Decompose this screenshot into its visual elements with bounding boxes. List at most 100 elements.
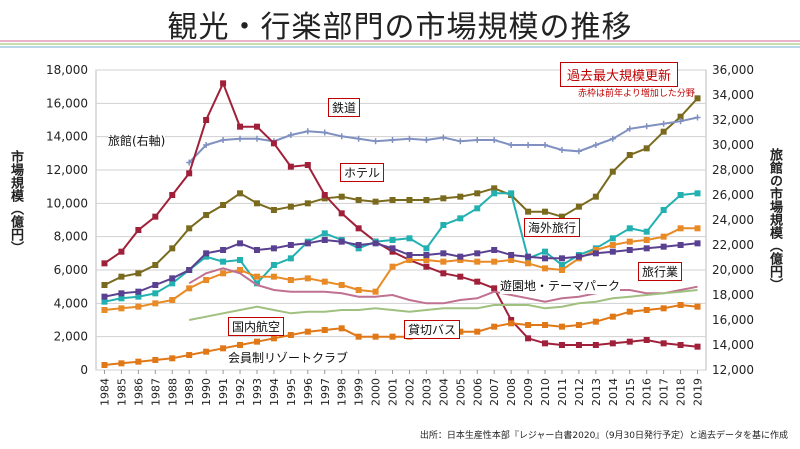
data-point — [592, 142, 599, 148]
data-point — [440, 134, 447, 141]
data-point — [287, 203, 294, 210]
data-point — [525, 260, 532, 267]
data-point — [643, 237, 650, 243]
data-point — [660, 305, 667, 312]
data-point — [321, 327, 328, 333]
data-point — [118, 360, 125, 367]
y-tick-label-right: 34,000 — [712, 88, 754, 102]
data-point — [220, 247, 227, 253]
right-axis-label: 旅館の市場規模（億円） — [767, 148, 782, 291]
series-label-charter-bus: 貸切バス — [404, 320, 461, 339]
data-point — [169, 192, 176, 198]
data-point — [287, 332, 294, 338]
data-point — [609, 242, 616, 248]
data-point — [203, 348, 210, 355]
data-point — [643, 307, 650, 313]
data-point — [508, 142, 515, 148]
data-point — [220, 80, 227, 87]
data-point — [237, 123, 244, 130]
x-tick-label: 2005 — [454, 378, 467, 406]
data-point — [575, 253, 582, 260]
series-label-hotel: ホテル — [340, 163, 385, 182]
data-point — [609, 248, 616, 255]
data-point — [609, 313, 616, 320]
data-point — [457, 138, 464, 145]
data-point — [355, 135, 362, 142]
data-point — [660, 340, 667, 347]
data-point — [152, 213, 159, 220]
data-point — [474, 258, 481, 265]
series-label-ryokan: 旅館(右軸) — [108, 132, 166, 149]
data-point — [626, 238, 633, 245]
series-label-travel-agency: 旅行業 — [638, 262, 683, 281]
data-point — [220, 258, 227, 265]
data-point — [304, 128, 311, 135]
data-point — [592, 193, 599, 200]
data-point — [372, 333, 379, 340]
data-point — [660, 120, 667, 127]
data-point — [542, 265, 549, 272]
x-tick-label: 2010 — [539, 378, 552, 406]
y-tick-label-left: 10,000 — [46, 196, 88, 210]
y-tick-label-right: 12,000 — [712, 363, 754, 377]
data-point — [542, 322, 549, 328]
page-title: 観光・行楽部門の市場規模の推移 — [167, 10, 633, 45]
x-tick-label: 1991 — [217, 378, 230, 406]
data-point — [321, 129, 328, 136]
data-point — [626, 308, 633, 315]
y-tick-label-right: 36,000 — [712, 63, 754, 77]
data-point — [338, 210, 345, 217]
data-point — [440, 222, 447, 228]
data-point — [321, 230, 328, 237]
data-point — [203, 117, 210, 123]
data-point — [389, 237, 396, 243]
data-point — [321, 237, 328, 243]
data-point — [575, 203, 582, 210]
data-point — [677, 302, 684, 308]
x-tick-label: 1999 — [353, 378, 366, 406]
data-point — [626, 338, 633, 345]
data-point — [220, 270, 227, 277]
data-point — [491, 247, 498, 253]
data-point — [491, 323, 498, 330]
data-point — [406, 135, 413, 142]
data-point — [575, 342, 582, 348]
x-tick-label: 2000 — [370, 378, 383, 406]
x-tick-label: 1992 — [234, 378, 247, 406]
y-tick-label-left: 0 — [80, 363, 88, 377]
data-point — [406, 252, 413, 258]
data-point — [677, 113, 684, 120]
data-point — [440, 270, 447, 277]
x-tick-label: 2004 — [437, 378, 450, 406]
data-point — [677, 118, 684, 125]
data-point — [355, 197, 362, 203]
data-point — [304, 275, 311, 282]
x-tick-label: 2006 — [471, 378, 484, 406]
data-point — [609, 135, 616, 142]
x-tick-label: 2019 — [692, 378, 705, 406]
data-point — [338, 133, 345, 140]
data-point — [643, 228, 650, 235]
x-tick-label: 2007 — [488, 378, 501, 406]
data-point — [508, 317, 515, 323]
data-point — [152, 282, 159, 288]
data-point — [186, 352, 193, 358]
data-point — [694, 190, 701, 197]
data-point — [677, 342, 684, 348]
y-tick-label-right: 30,000 — [712, 138, 754, 152]
data-point — [237, 190, 244, 197]
y-tick-label-right: 20,000 — [712, 263, 754, 277]
data-point — [287, 255, 294, 262]
data-point — [118, 273, 125, 280]
data-point — [253, 247, 260, 253]
data-point — [253, 338, 260, 345]
data-point — [677, 225, 684, 232]
data-point — [287, 277, 294, 283]
x-tick-label: 1988 — [166, 378, 179, 406]
data-point — [186, 285, 193, 292]
data-point — [321, 192, 328, 198]
data-point — [508, 320, 515, 327]
data-point — [440, 250, 447, 257]
data-point — [118, 305, 125, 312]
data-point — [118, 248, 125, 255]
